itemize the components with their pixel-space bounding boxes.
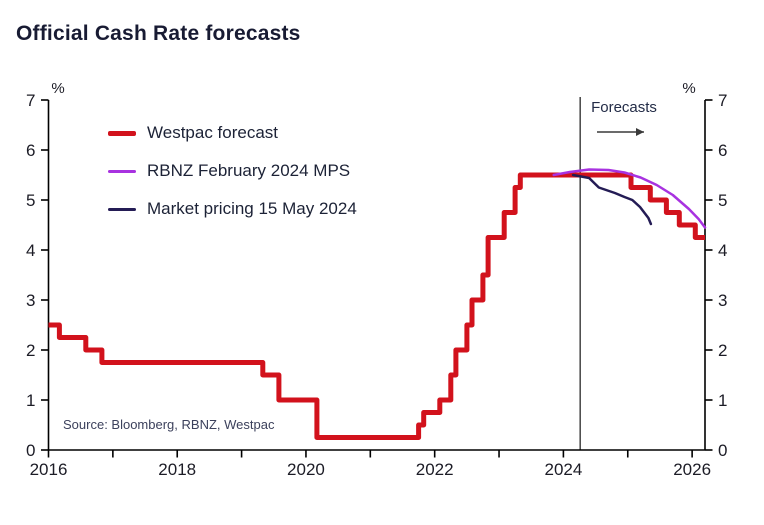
y-tick-label-left: 2 — [26, 341, 35, 360]
source-note: Source: Bloomberg, RBNZ, Westpac — [63, 417, 275, 432]
legend-item-rbnz: RBNZ February 2024 MPS — [108, 152, 357, 190]
chart-title: Official Cash Rate forecasts — [16, 22, 301, 45]
y-tick-label-right: 2 — [718, 341, 727, 360]
series-line-1 — [552, 168, 707, 229]
y-tick-label-left: 4 — [26, 241, 35, 260]
y-tick-label-right: 6 — [718, 141, 727, 160]
series-layer — [48, 168, 707, 440]
y-axis-unit-right: % — [682, 80, 695, 97]
right-arrow-icon — [597, 128, 644, 136]
x-tick-label: 2026 — [673, 460, 711, 479]
x-tick-label: 2024 — [544, 460, 582, 479]
legend-label: Westpac forecast — [147, 123, 279, 142]
x-tick-label: 2016 — [30, 460, 68, 479]
legend-label: Market pricing 15 May 2024 — [147, 199, 357, 218]
y-tick-label-left: 3 — [26, 291, 35, 310]
forecasts-annotation: Forecasts — [591, 99, 657, 116]
market-line-swatch — [108, 207, 136, 211]
legend-label: RBNZ February 2024 MPS — [147, 161, 351, 180]
westpac-line-swatch — [108, 130, 136, 136]
y-tick-label-left: 0 — [26, 441, 35, 460]
y-tick-label-left: 1 — [26, 391, 35, 410]
y-axis-unit-left: % — [51, 80, 64, 97]
y-tick-label-right: 7 — [718, 91, 727, 110]
series-line-0 — [48, 172, 705, 440]
legend-item-market: Market pricing 15 May 2024 — [108, 190, 357, 228]
axes-layer: 0 0 1 1 2 2 3 3 4 4 5 5 6 6 7 7 2016 2018 2020 2022 2024 2026 — [26, 91, 727, 479]
rbnz-line-swatch — [108, 169, 136, 173]
x-tick-label: 2018 — [158, 460, 196, 479]
legend-item-westpac: Westpac forecast — [108, 114, 357, 152]
y-tick-label-right: 0 — [718, 441, 727, 460]
y-tick-label-left: 5 — [26, 191, 35, 210]
y-tick-label-right: 4 — [718, 241, 727, 260]
series-line-2 — [571, 173, 653, 226]
x-tick-label: 2020 — [287, 460, 325, 479]
y-tick-label-left: 7 — [26, 91, 35, 110]
y-tick-label-right: 5 — [718, 191, 727, 210]
y-tick-label-right: 3 — [718, 291, 727, 310]
y-tick-label-left: 6 — [26, 141, 35, 160]
legend: Westpac forecast RBNZ February 2024 MPS … — [108, 114, 357, 228]
x-tick-label: 2022 — [416, 460, 454, 479]
y-tick-label-right: 1 — [718, 391, 727, 410]
